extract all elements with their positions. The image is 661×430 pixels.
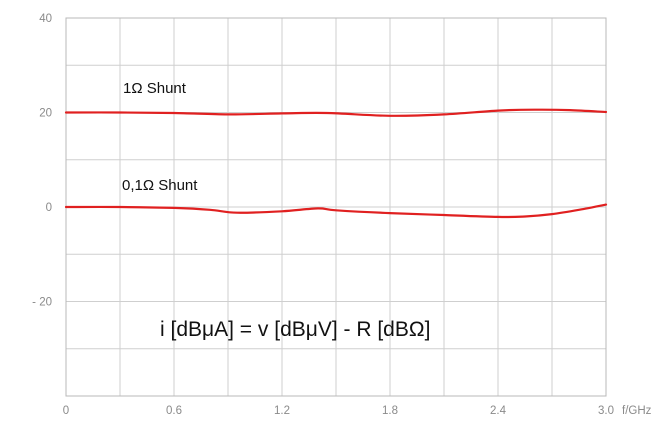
- x-tick-label: 3.0: [598, 405, 614, 417]
- series-label-0-1ohm-shunt: 0,1Ω Shunt: [122, 177, 198, 194]
- series-lines: [64, 108, 608, 219]
- series-line-2: [64, 203, 608, 219]
- grid: [65, 17, 607, 397]
- annotations: 1Ω Shunt 0,1Ω Shunt i [dBμA] = v [dBμV] …: [122, 80, 430, 341]
- formula-annotation: i [dBμA] = v [dBμV] - R [dBΩ]: [160, 318, 430, 341]
- y-tick-label: 0: [46, 202, 52, 214]
- tick-labels: 0 0.6 1.2 1.8 2.4 3.0 f/GHz 40 20 0 - 20: [32, 13, 651, 417]
- series-label-1ohm-shunt: 1Ω Shunt: [123, 80, 187, 97]
- x-tick-label: 2.4: [490, 405, 507, 417]
- y-tick-label: 40: [39, 13, 52, 25]
- x-tick-label: 1.2: [274, 405, 290, 417]
- x-axis-unit-label: f/GHz: [622, 405, 652, 417]
- x-tick-label: 0: [63, 405, 69, 417]
- series-line-1: [64, 108, 608, 117]
- x-tick-label: 0.6: [166, 405, 182, 417]
- y-tick-label: - 20: [32, 297, 52, 309]
- y-tick-label: 20: [39, 108, 52, 120]
- x-tick-label: 1.8: [382, 405, 398, 417]
